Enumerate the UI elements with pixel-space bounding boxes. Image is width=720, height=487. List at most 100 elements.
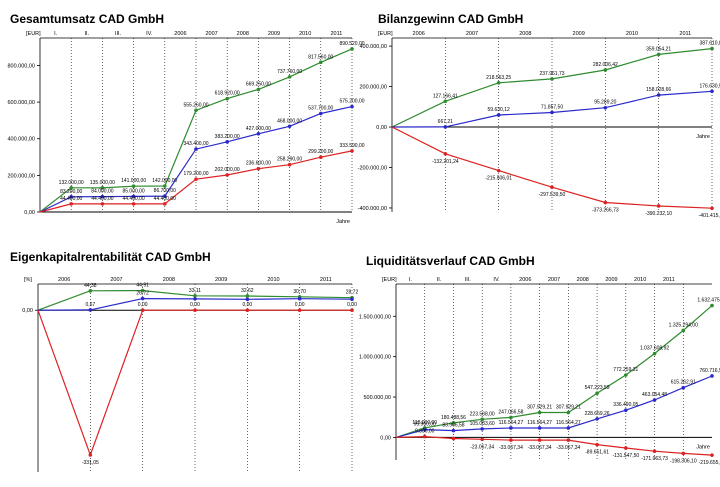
data-point: [319, 60, 323, 65]
data-label: 59.630,12: [488, 107, 510, 113]
chart-title: Gesamtumsatz CAD GmbH: [10, 12, 165, 26]
data-point: [319, 111, 323, 116]
data-label: 26,72: [136, 291, 149, 297]
data-label: 32,62: [241, 288, 254, 294]
data-point: [656, 93, 661, 97]
data-label: 237.961,73: [539, 71, 564, 77]
data-label: 132.000,00: [59, 180, 84, 186]
data-point: [443, 99, 448, 104]
series-line: [39, 48, 353, 213]
data-point: [163, 202, 167, 206]
data-point: [443, 151, 448, 156]
data-point: [287, 75, 292, 79]
data-point: [496, 113, 501, 117]
period-label: 2009: [573, 31, 585, 37]
data-point: [537, 438, 542, 442]
y-tick-label: 0,00: [22, 308, 33, 314]
data-point: [710, 303, 714, 308]
data-point: [451, 436, 456, 441]
unit-label: [EUR]: [382, 277, 397, 283]
period-label: 2007: [548, 277, 560, 283]
data-point: [496, 168, 501, 173]
period-label: IV.: [493, 277, 500, 283]
data-label: -390.232,10: [645, 211, 672, 217]
data-point: [245, 294, 250, 298]
data-point: [681, 328, 686, 333]
y-tick-label: 0,00: [380, 435, 391, 441]
data-label: 228.659,26: [585, 411, 610, 417]
period-label: 2008: [519, 31, 531, 37]
data-point: [652, 398, 657, 402]
data-point: [443, 125, 448, 129]
y-tick-label: 800.000,00: [7, 63, 35, 69]
data-point: [350, 47, 354, 51]
data-label: -198.306,10: [670, 458, 697, 464]
data-point: [566, 438, 571, 442]
data-point: [297, 308, 302, 313]
data-label: 116.564,27: [556, 420, 581, 426]
period-label: 2011: [320, 277, 332, 283]
data-label: 555.260,00: [183, 102, 208, 108]
data-label: 547.223,59: [585, 385, 610, 391]
unit-label: [EUR]: [26, 31, 41, 37]
panel-gesamtumsatz: Gesamtumsatz CAD GmbH I. II. III. IV. 2006 20…: [0, 0, 364, 240]
data-label: 86.700,00: [154, 188, 176, 194]
data-point: [480, 417, 484, 422]
data-point: [451, 421, 456, 425]
data-label: 71.857,50: [541, 104, 563, 110]
data-label: 1.037.608,92: [640, 346, 669, 352]
data-label: 537.700,00: [308, 106, 333, 112]
data-point: [681, 385, 686, 390]
y-tick-label: 400.000,00: [359, 44, 387, 50]
data-label: 135.000,00: [90, 180, 115, 186]
data-label: 202.000,00: [215, 167, 240, 173]
data-point: [710, 89, 714, 94]
data-point: [140, 288, 145, 293]
data-label: 387.610,89: [699, 41, 720, 47]
data-point: [245, 297, 250, 302]
data-point: [422, 434, 427, 439]
data-label: 575.200,00: [339, 99, 364, 105]
period-label: 2009: [605, 277, 617, 283]
data-label: 33,11: [189, 288, 201, 294]
period-label: 2006: [413, 31, 425, 37]
period-label: 2008: [237, 31, 249, 37]
data-label: 44.400,00: [91, 196, 113, 202]
data-label: 1.325.294,00: [669, 322, 698, 328]
data-label: 30,70: [293, 289, 306, 295]
period-label: 2007: [205, 31, 217, 37]
data-label: 95.289,20: [594, 100, 616, 106]
y-tick-label: 0,00: [24, 210, 35, 216]
period-label: IV.: [146, 31, 153, 37]
panel-bilanzgewinn: Bilanzgewinn CAD GmbH 2006 2007 2008 2009 20…: [358, 0, 720, 240]
data-label: -23.067,34: [470, 444, 494, 450]
data-point: [131, 194, 136, 199]
data-label: 44.400,00: [154, 196, 176, 202]
data-point: [194, 147, 198, 151]
data-point: [624, 408, 628, 413]
data-point: [509, 426, 513, 430]
data-point: [69, 194, 73, 199]
data-label: 85.000,00: [122, 188, 144, 194]
x-axis-label: Jahre: [696, 134, 710, 140]
data-point: [624, 446, 628, 450]
data-point: [140, 296, 145, 301]
period-label: II.: [437, 277, 442, 283]
data-label: 468.000,00: [277, 118, 302, 124]
data-label: 118.000,00: [412, 420, 437, 426]
data-label: 176.630,59: [699, 83, 720, 89]
period-label: I.: [54, 31, 58, 37]
period-label: 2006: [519, 277, 531, 283]
data-point: [193, 308, 197, 313]
data-label: -132.201,24: [432, 159, 459, 165]
y-tick-label: 600.000,00: [7, 100, 35, 106]
data-label: 0,00: [242, 302, 252, 308]
data-point: [193, 293, 197, 298]
data-point: [350, 308, 354, 313]
data-label: -131.547,50: [612, 453, 639, 459]
panel-eigenkapitalrentabilitaet: Eigenkapitalrentabilität CAD GmbH 2006 20…: [0, 240, 360, 487]
data-point: [656, 204, 661, 208]
data-label: -297.539,50: [539, 192, 566, 198]
period-label: 2006: [58, 277, 70, 283]
data-label: -33.067,34: [499, 445, 523, 451]
